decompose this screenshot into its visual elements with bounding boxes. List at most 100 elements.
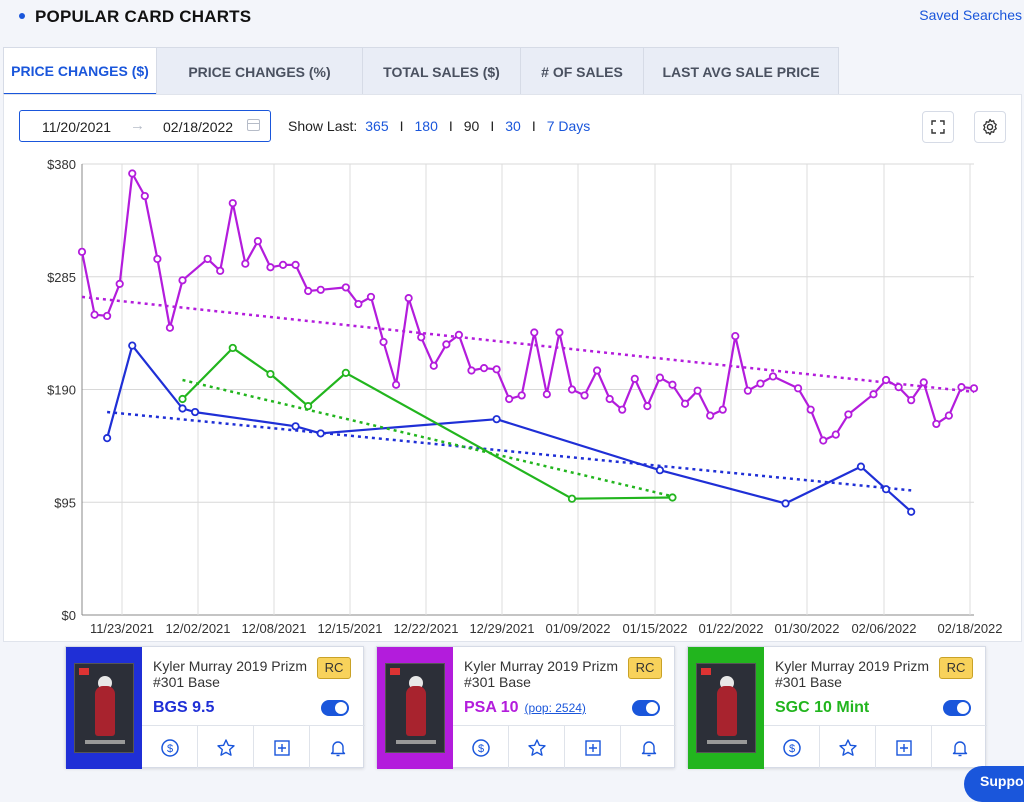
chart-series [77,169,979,516]
data-point-psa [417,333,426,342]
data-point-bgs [492,415,501,424]
data-point-psa [228,199,237,208]
rc-badge: RC [628,657,662,679]
expand-icon [931,120,945,134]
star-icon [527,738,546,756]
series-toggle[interactable] [943,700,971,716]
series-toggle[interactable] [321,700,349,716]
svg-text:$: $ [166,743,172,755]
favorite-button[interactable] [198,726,254,769]
data-point-psa [404,294,413,303]
card-bgs[interactable]: Kyler Murray 2019 Prizm #301 Base RC BGS… [65,646,365,769]
add-button[interactable] [565,726,621,769]
series-toggle[interactable] [632,700,660,716]
page-header: POPULAR CARD CHARTS Saved Searches [0,0,1024,44]
x-tick-label: 01/30/2022 [774,621,839,636]
favorite-button[interactable] [509,726,565,769]
tab-price-changes-percent[interactable]: PRICE CHANGES (%) [156,47,363,95]
data-point-psa [957,383,966,392]
tab-price-changes-dollar[interactable]: PRICE CHANGES ($) [3,47,157,95]
card-psa[interactable]: Kyler Murray 2019 Prizm #301 Base RC PSA… [376,646,676,769]
data-point-psa [467,366,476,375]
data-point-bgs [316,429,325,438]
show-last-90[interactable]: 90 [463,118,480,134]
price-chart[interactable]: $380 $285 $190 $95 $0 11/23/2021 12/02/2021 12… [0,150,1024,640]
support-chat-button[interactable]: Suppor [964,766,1024,802]
data-point-psa [454,330,464,340]
data-point-sgc [567,494,577,503]
svg-text:$: $ [788,743,794,755]
bell-icon [641,740,656,756]
separator: I [399,118,404,134]
fullscreen-button[interactable] [922,111,954,143]
price-button[interactable]: $ [764,726,820,769]
bell-icon [330,740,345,756]
card-sgc[interactable]: Kyler Murray 2019 Prizm #301 Base RC SGC… [687,646,987,769]
data-point-bgs [907,507,916,516]
data-point-sgc [178,394,187,404]
tab-number-of-sales[interactable]: # OF SALES [520,47,644,95]
data-point-psa [580,391,589,400]
data-point-bgs [856,462,866,471]
card-actions: $ [453,725,676,769]
data-point-psa [706,411,715,420]
x-axis: 11/23/2021 12/02/2021 12/08/2021 12/15/2021… [90,621,1003,636]
series-line-psa [80,172,975,442]
add-button[interactable] [876,726,932,769]
data-point-sgc [341,368,350,377]
data-point-psa [731,331,740,341]
x-tick-label: 12/22/2021 [393,621,458,636]
tab-total-sales[interactable]: TOTAL SALES ($) [362,47,521,95]
card-thumbnail [74,663,134,753]
trend-line-bgs [107,410,912,492]
settings-button[interactable] [974,111,1006,143]
show-last-7-days[interactable]: 7 Days [546,118,591,134]
show-last-365[interactable]: 365 [365,118,389,134]
data-point-psa [178,276,187,285]
show-last-180[interactable]: 180 [414,118,438,134]
show-last-30[interactable]: 30 [505,118,521,134]
calendar-icon[interactable] [247,119,260,131]
alert-button[interactable] [621,726,676,769]
data-point-psa [442,340,451,349]
saved-searches-link[interactable]: Saved Searches [919,7,1022,23]
data-point-psa [605,394,614,404]
data-point-psa [316,285,325,294]
series-bgs [103,341,916,516]
data-point-psa [668,380,677,389]
x-tick-label: 12/29/2021 [469,621,534,636]
data-point-sgc [266,369,275,379]
data-point-bgs [178,404,187,413]
data-point-psa [291,260,300,269]
alert-button[interactable] [932,726,987,769]
separator: I [531,118,536,134]
price-button[interactable]: $ [142,726,198,769]
data-point-psa [680,399,690,408]
population-link[interactable]: (pop: 2524) [524,701,586,715]
x-tick-label: 12/02/2021 [165,621,230,636]
data-point-psa [253,237,262,246]
alert-button[interactable] [310,726,365,769]
data-point-psa [103,311,112,321]
data-point-psa [894,383,903,392]
favorite-button[interactable] [820,726,876,769]
price-button[interactable]: $ [453,726,509,769]
data-point-psa [768,372,778,381]
chart-tabs: PRICE CHANGES ($) PRICE CHANGES (%) TOTA… [3,47,839,95]
data-point-psa [932,419,941,429]
dollar-icon: $ [471,738,490,757]
y-tick-label: $95 [54,495,76,510]
data-point-psa [831,430,840,439]
data-point-psa [379,337,388,347]
gear-icon [983,118,997,136]
data-point-psa [304,286,313,296]
date-range-picker[interactable]: 11/20/2021 → 02/18/2022 [19,110,271,142]
start-date-field[interactable]: 11/20/2021 [42,119,112,135]
data-point-psa [128,169,137,178]
tab-last-avg-sale-price[interactable]: LAST AVG SALE PRICE [643,47,839,95]
y-tick-label: $285 [47,270,76,285]
card-name: Kyler Murray 2019 Prizm #301 Base [464,658,619,690]
end-date-field[interactable]: 02/18/2022 [163,119,234,135]
add-button[interactable] [254,726,310,769]
data-point-psa [479,364,489,373]
